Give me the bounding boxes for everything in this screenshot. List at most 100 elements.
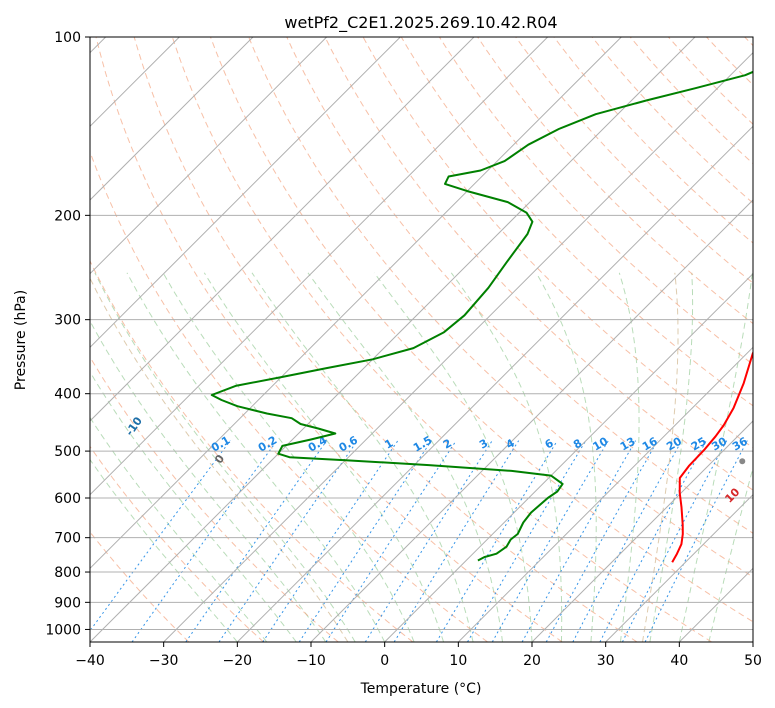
moist-adiabat-line: [203, 272, 445, 642]
moist-adiabat-line: [90, 416, 268, 642]
isotherm-line: [236, 125, 753, 642]
moist-adiabat-line: [90, 277, 349, 642]
isotherm-line: [605, 493, 753, 642]
mixing-ratio-line: [364, 440, 493, 642]
dewpoint-profile: [210, 70, 753, 562]
dry-adiabat-line: [248, 37, 753, 578]
y-tick-label: 500: [54, 444, 81, 460]
y-axis-title: Pressure (hPa): [13, 290, 29, 390]
mixing-ratio-label: 2: [441, 437, 454, 452]
dry-adiabat-line: [171, 37, 712, 642]
dry-adiabat-line: [591, 37, 753, 204]
moist-adiabat-line: [94, 272, 356, 642]
dry-adiabat-label: 0: [212, 452, 227, 466]
y-tick-label: 800: [54, 565, 81, 581]
mixing-ratio-line: [325, 440, 457, 642]
y-tick-label: 200: [54, 208, 81, 224]
moist-adiabat-line: [642, 272, 679, 642]
dry-adiabat-label: -10: [123, 414, 145, 438]
mixing-ratio-line: [599, 440, 707, 642]
y-tick-label: 1000: [45, 622, 81, 638]
isotherm-line: [90, 37, 328, 275]
isotherm-line: [384, 272, 753, 642]
dry-adiabat-line: [90, 150, 488, 642]
moist-adiabat-line: [90, 370, 297, 642]
isotherm-line: [531, 420, 753, 642]
isotherms: [90, 37, 753, 642]
isotherm-line: [457, 346, 753, 642]
isotherm-line: [678, 567, 753, 642]
dry-adiabats: [90, 37, 753, 642]
y-tick-label: 700: [54, 531, 81, 547]
dry-adiabat-line: [133, 37, 638, 642]
mixing-ratio-line: [90, 440, 231, 632]
moist-adiabat-label: 20: [768, 513, 775, 533]
isotherm-line: [310, 199, 753, 642]
moist-adiabat-line: [618, 272, 640, 642]
x-tick-label: −10: [296, 653, 326, 669]
mixing-ratio-line: [435, 440, 558, 642]
dry-adiabat-line: [706, 37, 753, 86]
x-tick-label: 0: [380, 653, 389, 669]
mixing-ratio-line: [621, 440, 728, 642]
moist-adiabats: [90, 272, 753, 642]
isobars: [90, 37, 753, 630]
chart-title: wetPf2_C2E1.2025.269.10.42.R04: [284, 13, 557, 33]
mixing-ratio-label: 6: [543, 436, 556, 451]
moist-adiabat-line: [649, 272, 694, 642]
isotherm-line: [90, 37, 696, 642]
moist-adiabat-line: [450, 272, 563, 642]
mixing-ratio-line: [262, 440, 399, 642]
moist-adiabat-line: [251, 272, 474, 642]
plot-frame: [89, 36, 754, 643]
isotherm-line: [90, 37, 401, 349]
y-tick-label: 100: [54, 30, 81, 46]
y-tick-label: 600: [54, 491, 81, 507]
isotherm-line: [752, 641, 753, 642]
dry-adiabat-line: [515, 37, 753, 284]
moist-adiabat-line: [90, 320, 327, 642]
mixing-ratio-line: [545, 440, 659, 642]
x-axis: −40 −30 −20 −10 0 10 20 30 40 50: [75, 642, 762, 669]
mixing-ratio-lines: [90, 440, 748, 642]
y-axis: 100 200 300 400 500 600 700 800 900 1000: [45, 30, 90, 638]
moist-adiabat-line: [373, 272, 533, 642]
moist-adiabat-line: [90, 458, 238, 642]
mixing-ratio-label: 4: [504, 436, 517, 451]
isotherm-line: [90, 37, 254, 201]
moist-adiabat-label: 10: [722, 485, 742, 505]
mixing-ratio-line: [131, 440, 278, 642]
x-tick-label: 20: [523, 653, 541, 669]
mixing-ratio-line: [393, 440, 520, 642]
plot-area: 0.10.20.40.611.52346810131620253036-100-…: [90, 37, 775, 642]
dry-adiabat-line: [744, 37, 753, 47]
x-tick-label: 30: [597, 653, 615, 669]
dry-adiabat-line: [668, 37, 753, 125]
moist-adiabat-line: [307, 272, 503, 642]
dry-adiabat-line: [95, 37, 563, 642]
mixing-ratio-line: [298, 440, 432, 642]
moist-adiabat-line: [535, 272, 597, 642]
x-tick-label: 40: [670, 653, 688, 669]
moist-adiabat-line: [708, 465, 753, 642]
dry-adiabat-line: [90, 445, 264, 642]
profile-marker: [739, 458, 746, 465]
moist-adiabat-line: [678, 272, 753, 642]
mixing-ratio-line: [644, 440, 748, 642]
dry-adiabat-line: [90, 259, 414, 642]
x-axis-title: Temperature (°C): [360, 681, 482, 697]
moist-adiabat-line: [162, 272, 415, 642]
y-tick-label: 400: [54, 387, 81, 403]
y-tick-label: 900: [54, 595, 81, 611]
dry-adiabat-line: [553, 37, 753, 244]
moist-adiabat-line: [126, 272, 386, 642]
x-tick-label: −20: [223, 653, 253, 669]
x-tick-label: 50: [744, 653, 762, 669]
x-tick-label: −30: [149, 653, 179, 669]
x-tick-label: −40: [75, 653, 105, 669]
isotherm-line: [163, 51, 753, 642]
isotherm-line: [90, 37, 622, 570]
dry-adiabat-line: [324, 37, 753, 491]
isotherm-line: [90, 37, 475, 422]
